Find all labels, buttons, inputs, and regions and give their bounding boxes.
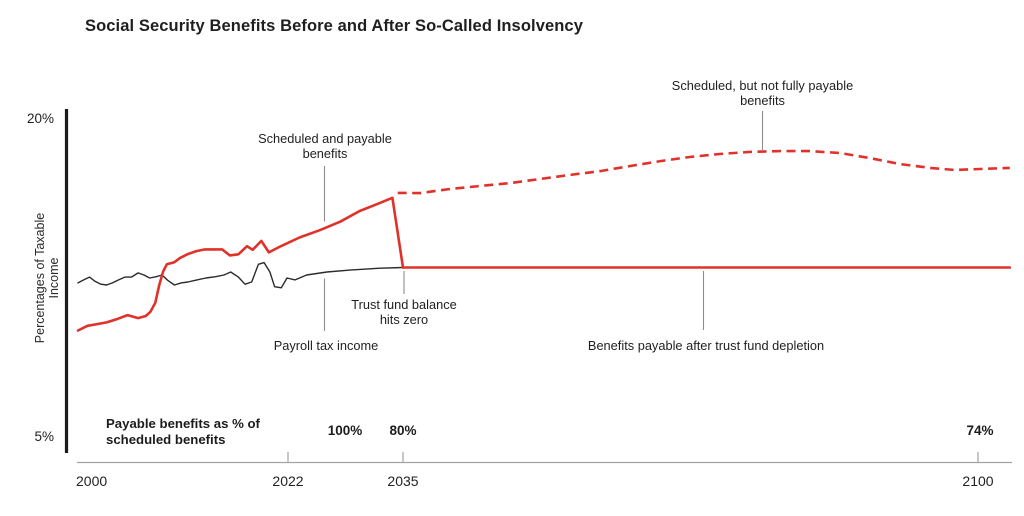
x-tick-label-2000: 2000 <box>76 473 108 489</box>
payable-pct-2022: 100% <box>327 423 363 438</box>
chart-title: Social Security Benefits Before and Afte… <box>85 17 583 35</box>
x-tick-layer <box>287 452 979 462</box>
payable-pct-2100: 74% <box>966 423 994 438</box>
x-tick-label-2022: 2022 <box>272 473 304 489</box>
annotation-payable-after-depletion: Benefits payable after trust fund deplet… <box>587 338 825 353</box>
series-scheduled-and-payable-benefits <box>76 196 405 332</box>
payable-pct-2035: 80% <box>389 423 417 438</box>
series-payroll-tax-income <box>77 261 404 289</box>
annotation-payroll-tax-income: Payroll tax income <box>273 338 379 353</box>
x-tick-label-2035: 2035 <box>387 473 419 489</box>
x-tick-label-2100: 2100 <box>962 473 994 489</box>
annotation-trust-fund-zero: Trust fund balance hits zero <box>351 297 457 328</box>
annotation-scheduled-payable: Scheduled and payable benefits <box>258 131 392 162</box>
y-tick-label-5: 5% <box>34 429 54 444</box>
annotation-connectors <box>323 111 764 331</box>
series-layer <box>76 149 1012 332</box>
series-scheduled-but-not-fully-payable-benefits <box>397 149 1010 195</box>
annotation-scheduled-unpayable: Scheduled, but not fully payable benefit… <box>671 78 854 109</box>
y-tick-label-20: 20% <box>26 111 54 126</box>
footer-payable-pct-label: Payable benefits as % of scheduled benef… <box>106 416 260 447</box>
